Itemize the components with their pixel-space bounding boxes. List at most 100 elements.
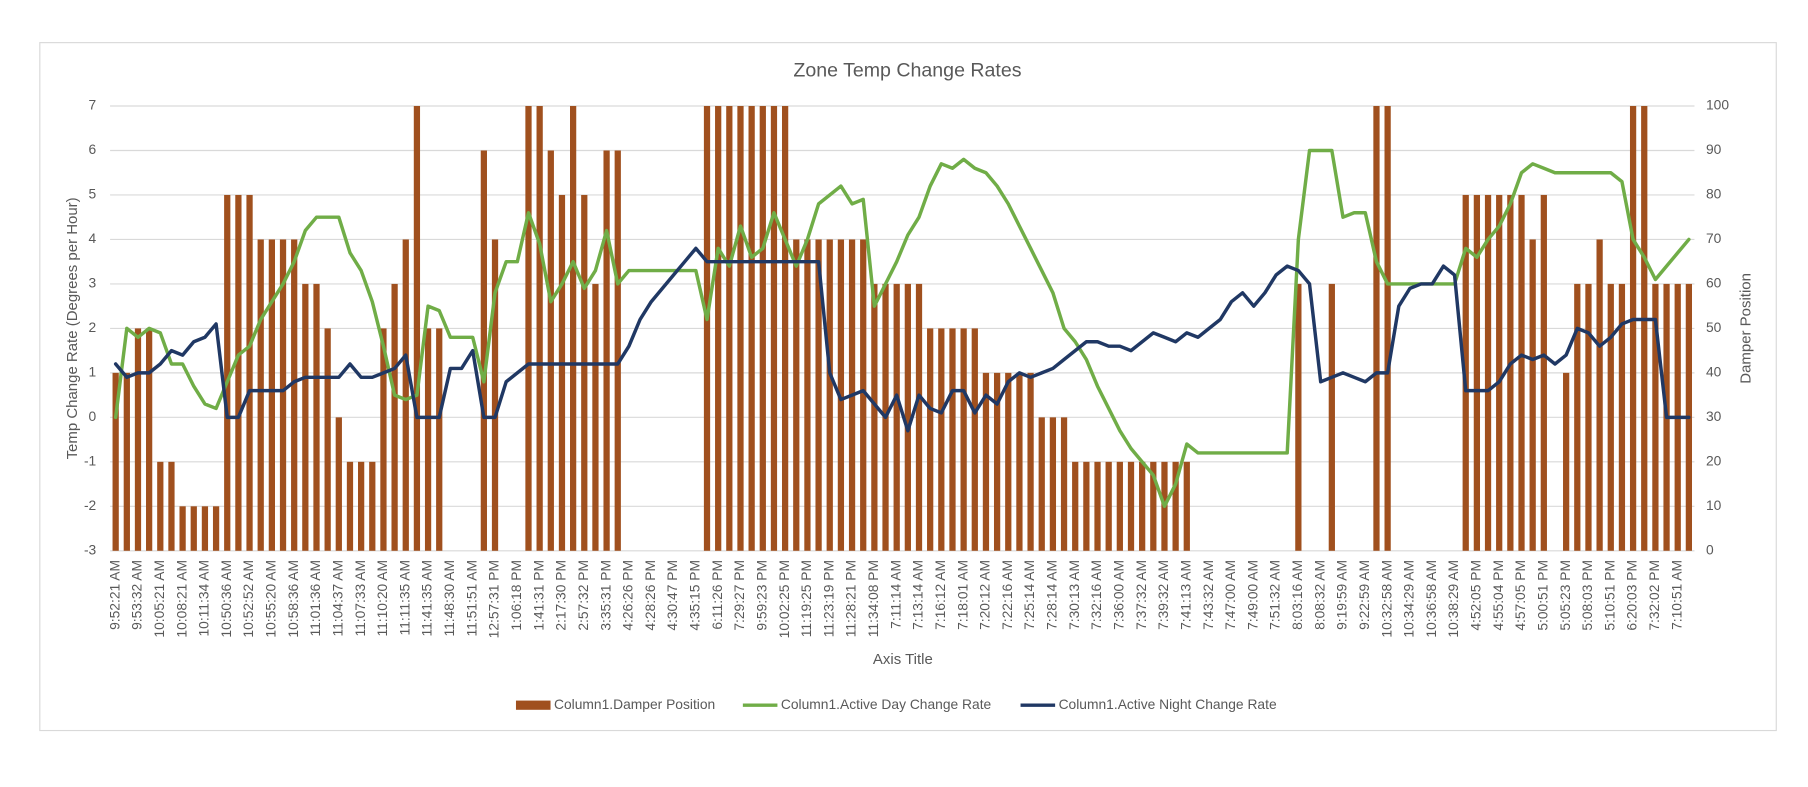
x-axis-title: Axis Title [873, 651, 933, 668]
bar [927, 328, 934, 551]
x-tick-label: 10:08:21 AM [173, 560, 189, 638]
bar [1172, 461, 1179, 551]
x-tick-label: 10:02:25 PM [776, 560, 792, 638]
y-tick-label: 6 [89, 141, 97, 157]
y-tick-label: 4 [89, 230, 97, 246]
bar [201, 506, 209, 551]
x-tick-label: 2:57:32 PM [575, 560, 591, 631]
bar [592, 283, 599, 551]
bar [1038, 417, 1045, 551]
x-tick-label: 7:37:32 AM [1133, 560, 1149, 630]
x-tick-label: 12:57:31 PM [486, 560, 502, 638]
bar [413, 106, 421, 551]
y2-tick-label: 10 [1706, 497, 1722, 513]
x-tick-label: 4:57:05 PM [1512, 560, 1528, 631]
bar [1652, 283, 1659, 551]
chart-title: Zone Temp Change Rates [793, 60, 1021, 82]
x-tick-label: 7:13:14 AM [910, 560, 926, 630]
bar [726, 106, 733, 551]
x-tick-label: 7:10:51 AM [1668, 560, 1684, 630]
bar [1105, 461, 1112, 551]
y-tick-label: -3 [84, 541, 97, 557]
bar [246, 194, 253, 551]
y2-tick-label: 70 [1706, 230, 1722, 246]
legend-label: Column1.Damper Position [554, 696, 715, 712]
x-tick-label: 7:32:16 AM [1088, 560, 1104, 630]
legend-item: Column1.Active Day Change Rate [742, 696, 992, 712]
x-tick-label: 4:35:15 PM [687, 560, 703, 631]
x-tick-label: 10:52:52 AM [240, 560, 256, 638]
bar [1083, 461, 1090, 551]
x-tick-label: 11:07:33 AM [352, 560, 368, 637]
x-tick-label: 7:22:16 AM [999, 560, 1015, 630]
y2-tick-label: 0 [1706, 541, 1714, 557]
x-tick-label: 11:51:51 AM [463, 560, 479, 637]
bar [346, 461, 354, 551]
bar [1072, 461, 1079, 551]
y-axis-title: Temp Change Rate (Degrees per Hour) [64, 197, 81, 459]
x-tick-label: 6:11:26 PM [709, 560, 725, 630]
bar [179, 506, 186, 551]
x-tick-label: 7:28:14 AM [1044, 560, 1060, 630]
bar [391, 283, 398, 551]
bar [491, 239, 499, 551]
bar [1518, 194, 1525, 551]
legend-item: Column1.Active Night Change Rate [1020, 696, 1277, 712]
bar [1005, 372, 1012, 551]
bar [581, 194, 588, 551]
x-tick-label: 7:18:01 AM [954, 560, 970, 630]
bar [570, 106, 577, 551]
bar [257, 239, 264, 551]
bar [1060, 417, 1068, 551]
bar [157, 461, 164, 551]
x-tick-label: 10:36:58 AM [1423, 560, 1439, 638]
bar [335, 417, 342, 551]
bar [1563, 372, 1570, 551]
legend-swatch [515, 700, 551, 710]
x-tick-label: 7:36:00 AM [1110, 560, 1126, 630]
x-tick-label: 7:16:12 AM [932, 560, 948, 630]
bar [1150, 461, 1157, 551]
labels: -3-2-10123456701020304050607080901009:52… [84, 97, 1729, 639]
x-tick-label: 11:19:25 PM [798, 560, 814, 637]
bar [871, 283, 878, 551]
bar [402, 239, 409, 551]
x-tick-label: 7:51:32 AM [1267, 560, 1283, 630]
x-tick-label: 9:59:23 PM [753, 560, 769, 631]
bar [369, 461, 376, 551]
x-tick-label: 11:23:19 PM [820, 560, 836, 637]
x-tick-label: 9:22:59 AM [1356, 560, 1372, 630]
bar [1607, 283, 1614, 551]
y2-tick-label: 80 [1706, 186, 1722, 202]
bar [224, 194, 231, 551]
bar [134, 328, 142, 551]
x-tick-label: 7:41:13 AM [1177, 560, 1193, 630]
bar [190, 506, 197, 551]
bar [949, 328, 956, 551]
lines [113, 148, 1691, 509]
x-tick-label: 7:30:13 AM [1066, 560, 1082, 630]
bar [793, 239, 800, 551]
bar [860, 239, 867, 551]
y-tick-label: 7 [89, 97, 97, 113]
bar [748, 106, 755, 551]
bar [313, 283, 320, 551]
bar [960, 328, 967, 551]
bar [982, 372, 990, 551]
x-tick-label: 6:20:03 PM [1624, 560, 1640, 631]
x-tick-label: 7:47:00 AM [1222, 560, 1238, 630]
bar [1585, 283, 1592, 551]
bar [603, 150, 610, 551]
y2-tick-label: 60 [1706, 275, 1722, 291]
x-tick-label: 11:48:30 AM [441, 560, 457, 637]
bar [168, 461, 175, 551]
x-tick-label: 4:52:05 PM [1468, 560, 1484, 631]
y2-tick-label: 50 [1706, 319, 1722, 335]
x-tick-label: 2:17:30 PM [553, 560, 569, 631]
x-tick-label: 10:11:34 AM [196, 560, 212, 637]
y2-tick-label: 90 [1706, 141, 1722, 157]
line [113, 246, 1691, 433]
bar [1384, 106, 1391, 551]
bar [558, 194, 566, 551]
bar [1027, 372, 1034, 551]
